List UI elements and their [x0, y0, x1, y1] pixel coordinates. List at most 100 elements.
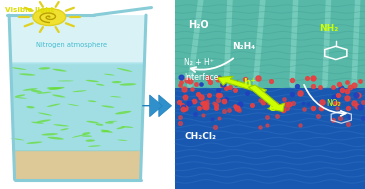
Ellipse shape — [31, 90, 42, 93]
Point — [268, 79, 274, 82]
Point — [355, 94, 361, 97]
Ellipse shape — [73, 90, 87, 92]
Text: H₂O: H₂O — [188, 20, 209, 30]
Point — [357, 79, 363, 82]
Point — [351, 102, 357, 105]
Point — [273, 102, 279, 105]
Point — [339, 88, 345, 91]
Point — [208, 81, 214, 84]
Ellipse shape — [39, 67, 50, 70]
Ellipse shape — [53, 124, 69, 126]
Point — [337, 117, 343, 120]
Ellipse shape — [112, 81, 122, 83]
Point — [357, 105, 363, 108]
Ellipse shape — [19, 73, 35, 76]
Ellipse shape — [85, 139, 95, 142]
Ellipse shape — [118, 140, 127, 141]
Point — [304, 76, 310, 79]
Point — [265, 101, 270, 104]
Point — [177, 121, 183, 124]
Point — [280, 108, 286, 112]
Point — [232, 88, 238, 91]
Ellipse shape — [88, 145, 101, 147]
FancyArrow shape — [249, 85, 285, 112]
Point — [335, 93, 341, 96]
Point — [297, 92, 303, 95]
Text: Visible light: Visible light — [5, 7, 54, 13]
Point — [205, 76, 211, 79]
Point — [182, 96, 188, 99]
Point — [216, 77, 222, 80]
Point — [286, 103, 292, 106]
Point — [242, 78, 247, 81]
Ellipse shape — [47, 137, 64, 140]
Point — [196, 106, 202, 109]
Point — [221, 109, 227, 112]
Point — [238, 103, 243, 106]
Point — [294, 84, 300, 88]
Ellipse shape — [101, 105, 114, 108]
Point — [318, 107, 324, 110]
Point — [176, 101, 182, 104]
Point — [255, 76, 261, 79]
Point — [345, 123, 351, 126]
Point — [269, 100, 274, 103]
Point — [344, 89, 350, 92]
Point — [319, 101, 325, 104]
Point — [199, 101, 205, 105]
Point — [206, 93, 212, 96]
Ellipse shape — [26, 142, 42, 144]
FancyArrow shape — [151, 95, 172, 117]
Point — [318, 86, 323, 89]
Ellipse shape — [11, 67, 26, 70]
FancyArrow shape — [142, 95, 162, 117]
Point — [217, 93, 223, 96]
Point — [212, 126, 218, 129]
Point — [232, 104, 238, 107]
Point — [330, 86, 335, 89]
Point — [351, 84, 357, 87]
Text: N₂H₄: N₂H₄ — [232, 42, 255, 51]
Text: CH₂Cl₂: CH₂Cl₂ — [184, 132, 216, 141]
Point — [210, 118, 215, 121]
Ellipse shape — [101, 130, 113, 133]
Text: e⁻: e⁻ — [268, 103, 281, 113]
Ellipse shape — [86, 80, 99, 82]
Point — [354, 104, 360, 107]
Point — [311, 76, 316, 79]
Point — [201, 106, 207, 109]
Point — [311, 77, 316, 80]
Ellipse shape — [47, 104, 60, 107]
Point — [223, 86, 228, 89]
Point — [211, 101, 216, 104]
Point — [213, 103, 219, 106]
Point — [264, 116, 270, 119]
Point — [182, 107, 188, 110]
Ellipse shape — [37, 92, 52, 94]
Point — [204, 100, 210, 103]
Point — [310, 84, 316, 88]
Point — [219, 83, 225, 86]
Ellipse shape — [49, 87, 65, 90]
Point — [192, 113, 198, 116]
Point — [215, 98, 220, 101]
Ellipse shape — [105, 122, 114, 124]
Point — [203, 103, 208, 106]
Ellipse shape — [23, 88, 38, 91]
Polygon shape — [11, 62, 144, 151]
Ellipse shape — [41, 133, 58, 136]
Ellipse shape — [81, 135, 92, 137]
Text: NO₂: NO₂ — [327, 99, 341, 108]
Point — [338, 86, 344, 89]
Point — [260, 100, 266, 103]
Ellipse shape — [26, 106, 35, 108]
Ellipse shape — [108, 121, 118, 122]
Point — [236, 109, 242, 112]
Ellipse shape — [11, 138, 24, 140]
Point — [220, 82, 226, 85]
Point — [223, 97, 229, 100]
Ellipse shape — [116, 127, 125, 129]
Ellipse shape — [82, 132, 91, 135]
Ellipse shape — [88, 100, 96, 102]
Ellipse shape — [68, 104, 79, 106]
